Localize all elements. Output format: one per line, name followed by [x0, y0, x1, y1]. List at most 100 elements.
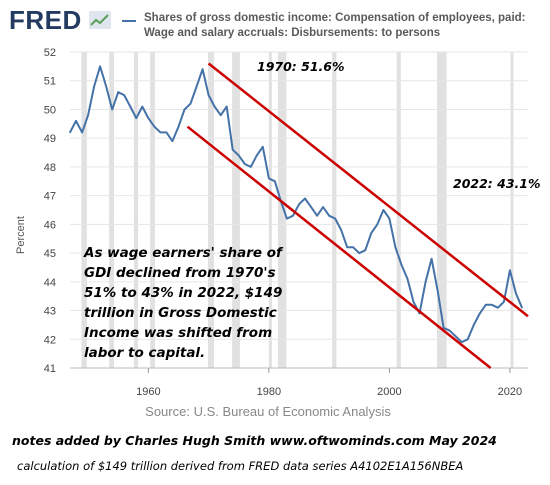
data-point-1947	[69, 131, 71, 134]
data-point-1995	[358, 252, 361, 254]
annotation-1970: 1970: 51.6%	[257, 59, 345, 74]
data-point-1953	[105, 85, 107, 88]
data-point-1963	[165, 131, 168, 134]
data-point-2007	[430, 258, 433, 260]
data-point-1979	[262, 146, 264, 148]
y-tick-label-43: 43	[44, 306, 56, 318]
data-point-1955	[117, 91, 120, 94]
legend-swatch	[122, 20, 136, 22]
data-point-2010	[448, 329, 451, 332]
data-point-1992	[340, 229, 342, 231]
data-point-2008	[436, 289, 439, 292]
recession-band-8	[332, 52, 337, 368]
data-point-1966	[183, 108, 186, 111]
recession-band-2	[133, 52, 139, 368]
data-point-1984	[292, 214, 294, 217]
fred-chart-icon	[89, 11, 111, 29]
trend-lines	[186, 62, 529, 369]
data-point-1960	[147, 117, 150, 119]
data-point-2021	[515, 292, 517, 295]
data-point-1956	[123, 94, 126, 96]
data-point-1991	[334, 217, 336, 220]
x-tick-label-1980: 1980	[257, 386, 281, 398]
y-axis-ticks: 41 42 43 44 45 46 47 48 49 50 51 52	[44, 47, 56, 375]
y-tick-label-51: 51	[44, 76, 56, 88]
fred-logo[interactable]: FRED	[9, 5, 82, 35]
commentary-line-3: 51% to 43% in 2022, $149	[84, 285, 282, 301]
data-point-1976	[243, 163, 246, 165]
data-point-2001	[394, 246, 397, 249]
data-point-1958	[135, 117, 138, 119]
data-point-1967	[189, 102, 192, 105]
recession-band-7	[277, 52, 287, 368]
data-point-2012	[460, 341, 463, 343]
commentary-line-4: trillion in Gross Domestic	[84, 305, 277, 321]
data-point-1965	[177, 125, 180, 128]
data-point-2004	[412, 301, 415, 303]
y-tick-label-44: 44	[44, 277, 56, 289]
data-point-2003	[406, 278, 409, 280]
data-point-1993	[346, 246, 349, 249]
y-tick-label-41: 41	[44, 363, 56, 375]
x-tick-label-2000: 2000	[377, 386, 401, 398]
data-point-1968	[195, 85, 198, 88]
data-point-1981	[274, 180, 276, 183]
note-calculation: calculation of $149 trillion derived fro…	[17, 459, 464, 473]
legend-label[interactable]: Shares of gross domestic income: Compens…	[144, 12, 526, 39]
y-tick-label-42: 42	[44, 334, 56, 346]
y-axis-label: Percent	[15, 216, 27, 254]
commentary-line-6: labor to capital.	[84, 345, 205, 361]
data-point-1998	[376, 223, 379, 226]
recession-shading	[81, 52, 514, 368]
data-point-1972	[219, 114, 222, 116]
data-point-1951	[93, 85, 95, 88]
data-point-1975	[237, 154, 240, 157]
series-layer	[69, 65, 523, 344]
data-point-1971	[213, 105, 216, 108]
note-author: notes added by Charles Hugh Smith www.of…	[12, 433, 497, 448]
data-point-1964	[171, 140, 174, 142]
data-point-1950	[87, 114, 89, 116]
data-point-2011	[454, 335, 457, 338]
data-point-1990	[328, 214, 330, 217]
data-point-2022	[521, 306, 523, 309]
commentary-line-2: GDI declined from 1970's	[84, 265, 276, 281]
recession-band-0	[81, 52, 87, 368]
commentary-line-5: Income was shifted from	[84, 325, 272, 341]
data-point-1985	[298, 203, 300, 206]
data-point-1969	[201, 68, 204, 71]
data-point-2020	[509, 269, 511, 272]
y-tick-label-50: 50	[44, 104, 56, 116]
recession-band-1	[109, 52, 114, 368]
data-point-1987	[310, 206, 312, 208]
commentary-text: As wage earners' share of GDI declined fr…	[83, 245, 284, 361]
data-point-1999	[382, 209, 385, 211]
x-axis-ticks: 1960 1980 2000 2020	[136, 368, 522, 398]
data-point-1948	[75, 120, 77, 122]
data-point-2013	[466, 338, 469, 341]
trend-line-lower	[186, 125, 492, 369]
data-point-1996	[364, 249, 367, 252]
y-tick-label-52: 52	[44, 47, 56, 59]
recession-band-5	[232, 52, 240, 368]
data-point-2015	[478, 312, 481, 315]
trend-line-upper	[207, 62, 529, 318]
data-point-1973	[225, 105, 228, 108]
data-point-1954	[111, 108, 113, 111]
recession-band-9	[396, 52, 401, 368]
data-point-1983	[286, 217, 288, 220]
x-tick-label-2020: 2020	[498, 386, 522, 398]
y-tick-label-48: 48	[44, 162, 56, 174]
data-point-2006	[424, 281, 427, 283]
data-point-1989	[322, 206, 324, 208]
data-point-1986	[304, 197, 306, 200]
data-point-1974	[231, 148, 234, 151]
recession-band-3	[150, 52, 155, 368]
commentary-line-1: As wage earners' share of	[83, 245, 284, 261]
y-tick-label-46: 46	[44, 219, 56, 231]
data-point-2019	[503, 301, 505, 303]
annotation-2022: 2022: 43.1%	[453, 176, 541, 191]
data-point-1961	[153, 125, 156, 128]
data-point-1952	[99, 65, 101, 68]
